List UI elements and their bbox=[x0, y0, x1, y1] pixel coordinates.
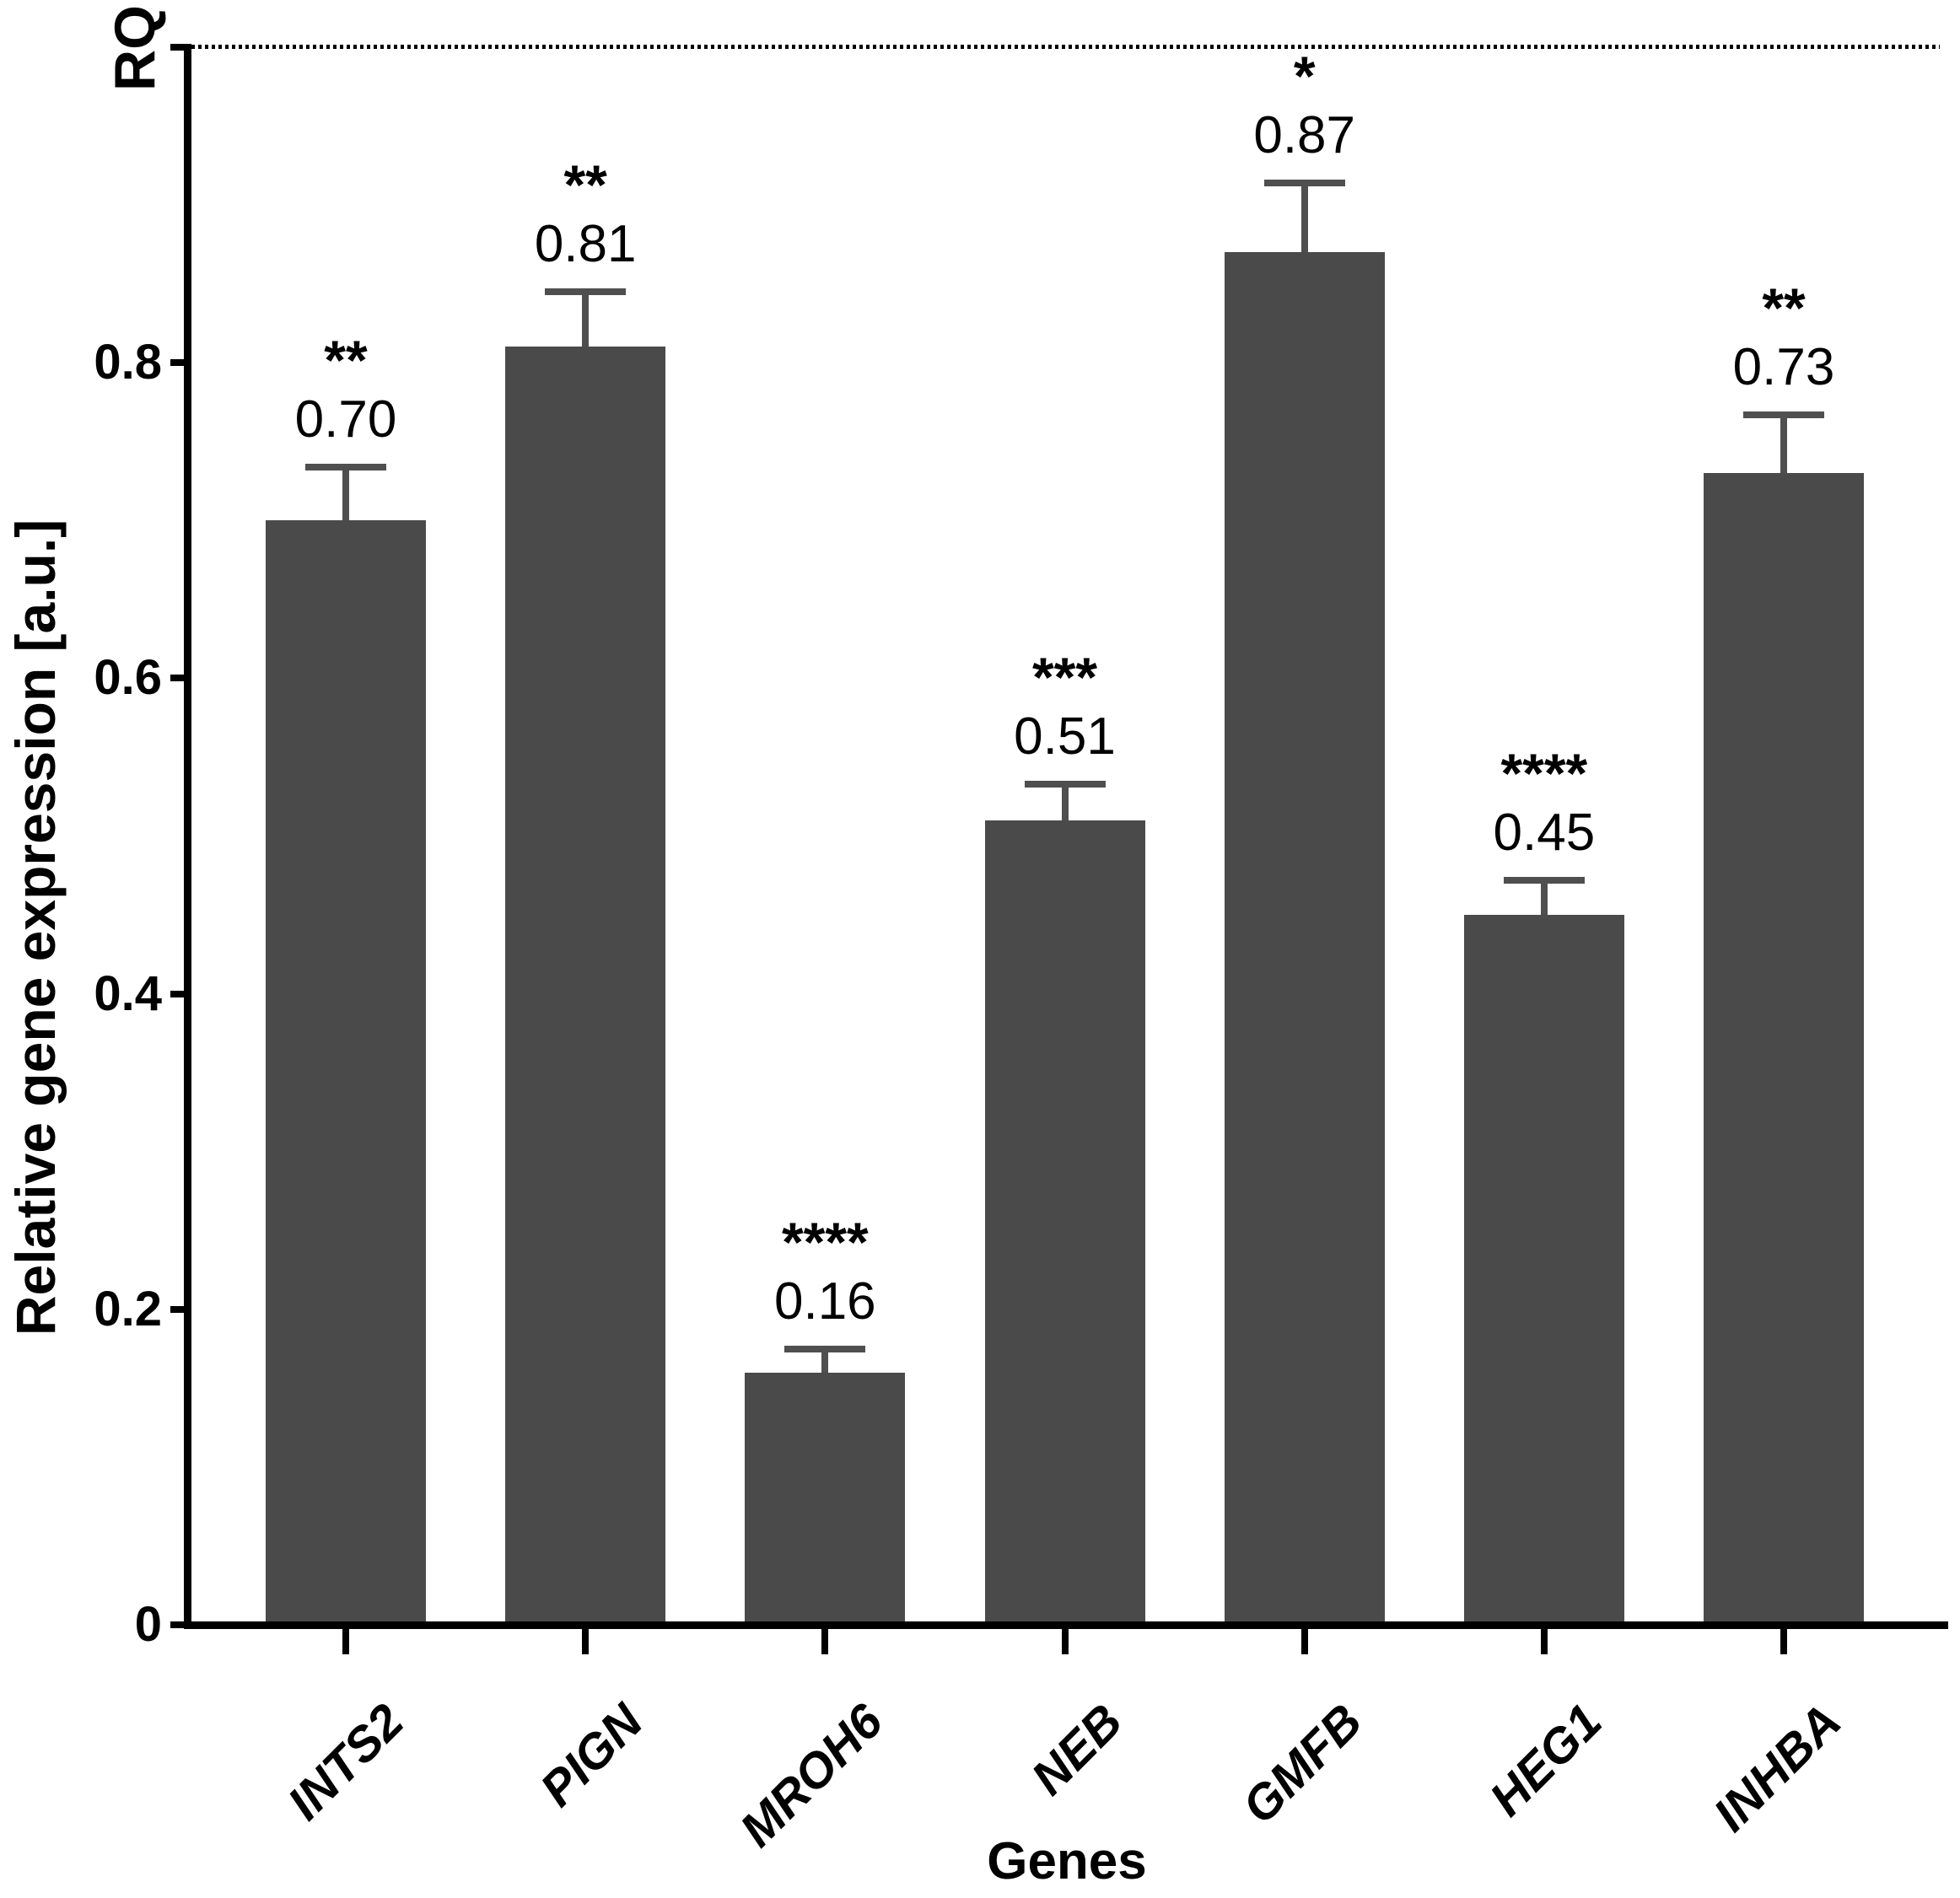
bar-ints2 bbox=[266, 520, 426, 1629]
error-bar-stem bbox=[1300, 182, 1308, 253]
y-axis-tick-label: 0.6 bbox=[94, 650, 162, 706]
significance-stars: ** bbox=[324, 328, 368, 391]
error-bar-stem bbox=[1540, 879, 1548, 916]
bar-pign bbox=[505, 347, 666, 1629]
x-axis-tick bbox=[1780, 1629, 1788, 1654]
error-bar-cap bbox=[1263, 179, 1345, 186]
significance-stars: ** bbox=[1762, 276, 1806, 339]
error-bar-stem bbox=[1061, 783, 1069, 820]
error-bar-cap bbox=[1503, 876, 1585, 884]
y-axis-title: Relative gene expression [a.u.] bbox=[4, 519, 67, 1336]
significance-stars: **** bbox=[781, 1210, 869, 1273]
x-axis-tick bbox=[821, 1629, 829, 1654]
bar-annotation: **** 0.45 bbox=[1493, 741, 1596, 862]
x-axis-category-label: PIGN bbox=[530, 1693, 654, 1817]
bar-value-label: 0.87 bbox=[1253, 105, 1356, 164]
bar-annotation: ** 0.70 bbox=[294, 328, 397, 449]
rq-reference-dotted-line bbox=[191, 45, 1940, 49]
bar-gmfb bbox=[1224, 252, 1385, 1629]
x-axis-tick bbox=[342, 1629, 349, 1654]
y-axis-tick bbox=[170, 675, 184, 682]
bar-annotation: *** 0.51 bbox=[1014, 645, 1116, 766]
y-axis-tick-label: 0 bbox=[134, 1597, 162, 1652]
x-axis-category-label: MROH6 bbox=[729, 1693, 894, 1858]
bar-mroh6 bbox=[745, 1372, 906, 1629]
significance-stars: **** bbox=[1500, 741, 1588, 804]
x-axis-category-label: INHBA bbox=[1703, 1693, 1852, 1842]
x-axis-tick bbox=[1300, 1629, 1308, 1654]
error-bar-cap bbox=[545, 288, 627, 295]
y-axis-tick bbox=[170, 1305, 184, 1313]
bar-annotation: ** 0.73 bbox=[1732, 276, 1835, 396]
rq-tick-label: RQ bbox=[103, 5, 167, 91]
significance-stars: ** bbox=[563, 153, 607, 217]
bar-heg1 bbox=[1463, 915, 1624, 1629]
x-axis-title: Genes bbox=[987, 1832, 1147, 1890]
x-axis-tick bbox=[582, 1629, 590, 1654]
y-axis-tick-label: 0.4 bbox=[94, 965, 162, 1021]
error-bar-stem bbox=[342, 466, 349, 521]
bar-annotation: **** 0.16 bbox=[773, 1210, 876, 1331]
error-bar-cap bbox=[1743, 411, 1825, 418]
error-bar-cap bbox=[784, 1345, 866, 1352]
error-bar-cap bbox=[1024, 780, 1106, 788]
significance-stars: * bbox=[1293, 44, 1316, 107]
y-axis-tick-rq bbox=[170, 44, 184, 51]
bar-value-label: 0.45 bbox=[1493, 803, 1596, 862]
bar-inhba bbox=[1704, 473, 1865, 1629]
x-axis-category-label: HEG1 bbox=[1478, 1693, 1613, 1827]
error-bar-stem bbox=[582, 292, 590, 347]
error-bar-stem bbox=[821, 1348, 829, 1373]
x-axis-category-label: NEB bbox=[1020, 1693, 1133, 1806]
bar-value-label: 0.16 bbox=[773, 1272, 876, 1331]
significance-stars: *** bbox=[1031, 645, 1098, 708]
error-bar-stem bbox=[1780, 414, 1788, 474]
y-axis-line bbox=[184, 44, 191, 1629]
x-axis-tick bbox=[1540, 1629, 1548, 1654]
y-axis-tick bbox=[170, 359, 184, 367]
bar-annotation: ** 0.81 bbox=[534, 153, 637, 274]
y-axis-tick-label: 0.2 bbox=[94, 1281, 162, 1336]
error-bar-cap bbox=[305, 463, 386, 470]
bar-value-label: 0.51 bbox=[1014, 707, 1116, 766]
x-axis-tick bbox=[1061, 1629, 1069, 1654]
bar-value-label: 0.73 bbox=[1732, 337, 1835, 396]
bar-value-label: 0.81 bbox=[534, 215, 637, 274]
bar-neb bbox=[984, 820, 1145, 1629]
y-axis-tick bbox=[170, 990, 184, 997]
y-axis-tick bbox=[170, 1621, 184, 1628]
y-axis-tick-label: 0.8 bbox=[94, 335, 162, 390]
x-axis-line bbox=[184, 1621, 1948, 1629]
bar-value-label: 0.70 bbox=[294, 390, 397, 449]
x-axis-category-label: GMFB bbox=[1231, 1693, 1373, 1835]
bar-annotation: * 0.87 bbox=[1253, 44, 1356, 164]
x-axis-category-label: INTS2 bbox=[277, 1693, 414, 1831]
